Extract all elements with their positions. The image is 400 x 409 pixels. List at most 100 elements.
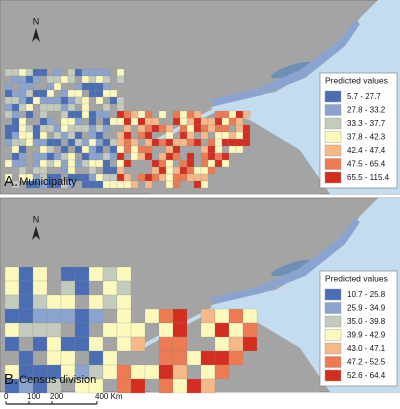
region-cell xyxy=(18,159,27,168)
region-cell xyxy=(88,82,97,91)
region-cell xyxy=(4,159,13,168)
region-cell xyxy=(11,152,20,161)
region-cell xyxy=(193,124,202,133)
region-cell xyxy=(172,378,188,394)
region-cell xyxy=(186,131,195,140)
region-cell xyxy=(4,173,13,182)
region-cell xyxy=(242,124,251,133)
region-cell xyxy=(18,138,27,147)
region-cell xyxy=(18,350,34,366)
region-cell xyxy=(46,138,55,147)
region-cell xyxy=(32,280,48,296)
region-cell xyxy=(32,152,41,161)
region-cell xyxy=(123,117,132,126)
region-cell xyxy=(158,110,167,119)
region-cell xyxy=(32,266,48,282)
region-cell xyxy=(95,173,104,182)
panel-letter: A. xyxy=(4,173,18,190)
region-cell xyxy=(4,96,13,105)
region-cell xyxy=(123,131,132,140)
region-cell xyxy=(95,138,104,147)
region-cell xyxy=(67,89,76,98)
region-cell xyxy=(109,96,118,105)
region-cell xyxy=(11,131,20,140)
region-cell xyxy=(53,75,62,84)
region-cell xyxy=(39,166,48,175)
region-cell xyxy=(116,68,125,77)
region-cell xyxy=(109,138,118,147)
region-cell xyxy=(144,180,153,189)
region-cell xyxy=(39,138,48,147)
panel-label: A.Municipality xyxy=(4,173,77,190)
region-cell xyxy=(95,110,104,119)
region-cell xyxy=(200,145,209,154)
region-cell xyxy=(88,166,97,175)
region-cell xyxy=(60,336,76,352)
region-cell xyxy=(46,350,62,366)
region-cell xyxy=(81,173,90,182)
region-cell xyxy=(242,138,251,147)
region-cell xyxy=(214,145,223,154)
region-cell xyxy=(221,159,230,168)
region-cell xyxy=(165,166,174,175)
region-cell xyxy=(11,96,20,105)
region-cell xyxy=(102,82,111,91)
region-cell xyxy=(18,117,27,126)
region-cell xyxy=(200,173,209,182)
region-cell xyxy=(4,308,20,324)
region-cell xyxy=(102,364,118,380)
region-cell xyxy=(39,159,48,168)
region-cell xyxy=(116,336,132,352)
region-cell xyxy=(18,82,27,91)
region-cell xyxy=(186,110,195,119)
region-cell xyxy=(88,68,97,77)
region-cell xyxy=(25,124,34,133)
region-cell xyxy=(46,124,55,133)
region-cell xyxy=(18,266,34,282)
region-cell xyxy=(242,322,258,338)
region-cell xyxy=(74,89,83,98)
region-cell xyxy=(60,166,69,175)
region-cell xyxy=(39,96,48,105)
region-cell xyxy=(74,159,83,168)
region-cell xyxy=(228,110,237,119)
region-cell xyxy=(32,75,41,84)
region-cell xyxy=(200,378,216,394)
region-cell xyxy=(228,336,244,352)
legend-box xyxy=(319,270,398,387)
region-cell xyxy=(130,138,139,147)
region-cell xyxy=(193,117,202,126)
region-cell xyxy=(144,117,153,126)
region-cell xyxy=(172,336,188,352)
region-cell xyxy=(18,89,27,98)
region-cell xyxy=(172,308,188,324)
region-cell xyxy=(172,364,188,380)
region-cell xyxy=(179,159,188,168)
region-cell xyxy=(11,124,20,133)
region-mosaic xyxy=(4,266,258,394)
region-cell xyxy=(200,180,209,189)
region-cell xyxy=(4,294,20,310)
legend-swatch xyxy=(324,90,342,103)
region-cell xyxy=(18,308,34,324)
region-cell xyxy=(102,159,111,168)
region-cell xyxy=(130,110,139,119)
region-cell xyxy=(74,131,83,140)
region-cell xyxy=(228,322,244,338)
region-cell xyxy=(53,82,62,91)
region-cell xyxy=(235,117,244,126)
region-cell xyxy=(186,117,195,126)
region-cell xyxy=(214,152,223,161)
region-cell xyxy=(88,159,97,168)
region-cell xyxy=(4,138,13,147)
region-cell xyxy=(95,96,104,105)
region-cell xyxy=(67,166,76,175)
legend-label: 37.8 - 42.3 xyxy=(347,133,386,142)
region-cell xyxy=(95,124,104,133)
region-cell xyxy=(95,180,104,189)
region-cell xyxy=(151,124,160,133)
region-cell xyxy=(200,152,209,161)
scale-label: 0 xyxy=(4,392,9,401)
region-cell xyxy=(137,152,146,161)
region-cell xyxy=(32,89,41,98)
